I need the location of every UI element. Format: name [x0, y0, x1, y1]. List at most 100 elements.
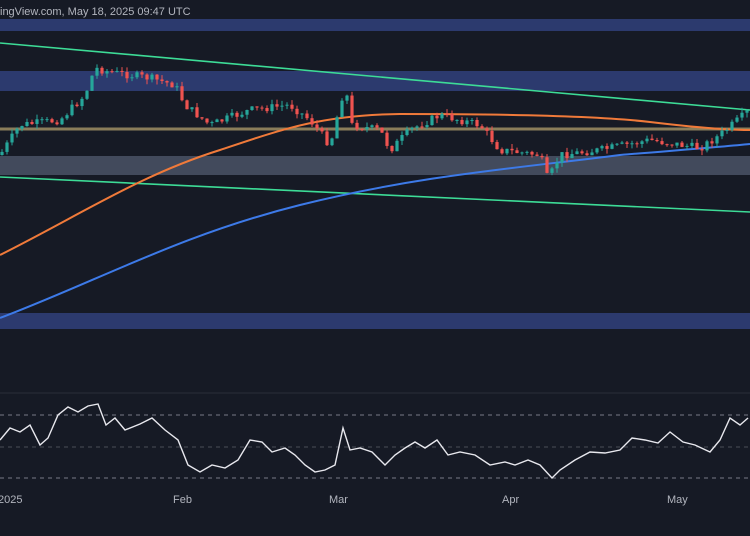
candle-body: [390, 145, 394, 152]
candle-body: [25, 122, 29, 127]
candle-body: [600, 146, 604, 149]
candle-body: [245, 110, 249, 115]
support-zone: [0, 156, 750, 175]
candle-body: [700, 149, 704, 151]
candle-body: [0, 151, 4, 155]
candle-body: [330, 138, 334, 146]
candle-body: [720, 130, 724, 137]
candle-body: [555, 162, 559, 169]
candle-body: [525, 151, 529, 153]
candle-body: [520, 152, 524, 154]
candle-body: [75, 104, 79, 107]
candle-body: [345, 95, 349, 101]
candle-body: [195, 107, 199, 118]
candle-body: [535, 154, 539, 156]
candle-body: [275, 104, 279, 107]
candle-body: [475, 119, 479, 127]
candle-body: [635, 143, 639, 145]
candle-body: [380, 127, 384, 133]
candle-body: [480, 126, 484, 129]
candle-body: [40, 119, 44, 121]
candle-body: [240, 114, 244, 117]
candle-body: [615, 143, 619, 145]
candle-body: [560, 152, 564, 163]
candle-body: [360, 129, 364, 131]
candle-body: [450, 114, 454, 121]
candle-body: [100, 67, 104, 74]
candle-body: [370, 125, 374, 128]
candle-body: [585, 153, 589, 156]
candle-body: [445, 113, 449, 115]
candle-body: [715, 136, 719, 144]
candle-body: [745, 110, 749, 113]
candle-body: [55, 122, 59, 125]
candle-body: [465, 120, 469, 125]
candle-body: [325, 131, 329, 146]
candle-body: [460, 119, 464, 125]
candle-body: [140, 72, 144, 75]
candle-body: [160, 79, 164, 82]
candle-body: [435, 115, 439, 119]
candle-body: [385, 132, 389, 146]
candle-body: [725, 129, 729, 131]
candle-body: [550, 168, 554, 173]
candles: [0, 64, 749, 176]
candle-body: [650, 138, 654, 141]
candle-body: [530, 151, 534, 155]
candle-body: [610, 144, 614, 149]
candle-body: [575, 151, 579, 155]
candle-body: [215, 119, 219, 123]
candle-body: [110, 71, 114, 73]
candle-body: [655, 140, 659, 142]
candle-body: [125, 71, 129, 79]
candle-body: [115, 70, 119, 72]
candle-body: [10, 133, 14, 143]
candle-body: [290, 104, 294, 109]
candle-body: [180, 86, 184, 101]
candle-body: [205, 118, 209, 123]
candle-body: [365, 127, 369, 130]
candle-body: [250, 106, 254, 111]
candle-body: [20, 126, 24, 129]
candle-body: [355, 122, 359, 130]
candle-body: [735, 117, 739, 122]
candle-body: [685, 145, 689, 147]
candle-body: [540, 155, 544, 158]
resistance-zone: [0, 71, 750, 91]
candle-body: [440, 113, 444, 119]
candle-body: [740, 112, 744, 118]
candle-body: [395, 140, 399, 152]
support-zone: [0, 313, 750, 329]
candle-body: [45, 119, 49, 121]
x-label: 2025: [0, 494, 22, 506]
candle-body: [265, 108, 269, 112]
candle-body: [210, 122, 214, 124]
x-label: Feb: [173, 494, 192, 506]
candle-body: [135, 72, 139, 78]
candle-body: [415, 126, 419, 128]
candle-body: [430, 115, 434, 126]
candle-body: [320, 128, 324, 132]
candle-body: [640, 141, 644, 144]
candle-body: [95, 67, 99, 76]
candle-body: [340, 100, 344, 118]
candle-body: [730, 121, 734, 130]
candle-body: [350, 95, 354, 123]
candle-body: [455, 119, 459, 121]
candle-body: [280, 105, 284, 107]
candle-body: [90, 75, 94, 91]
candle-body: [420, 126, 424, 128]
candle-body: [410, 127, 414, 130]
candle-body: [105, 71, 109, 74]
candle-body: [680, 142, 684, 147]
candle-body: [175, 86, 179, 88]
candle-body: [510, 148, 514, 151]
candle-body: [225, 115, 229, 122]
candle-body: [295, 108, 299, 115]
candle-body: [705, 141, 709, 151]
candle-body: [270, 104, 274, 112]
candle-body: [335, 117, 339, 139]
candle-body: [190, 107, 194, 110]
moving-average-100: [0, 112, 750, 256]
candle-body: [300, 113, 304, 115]
